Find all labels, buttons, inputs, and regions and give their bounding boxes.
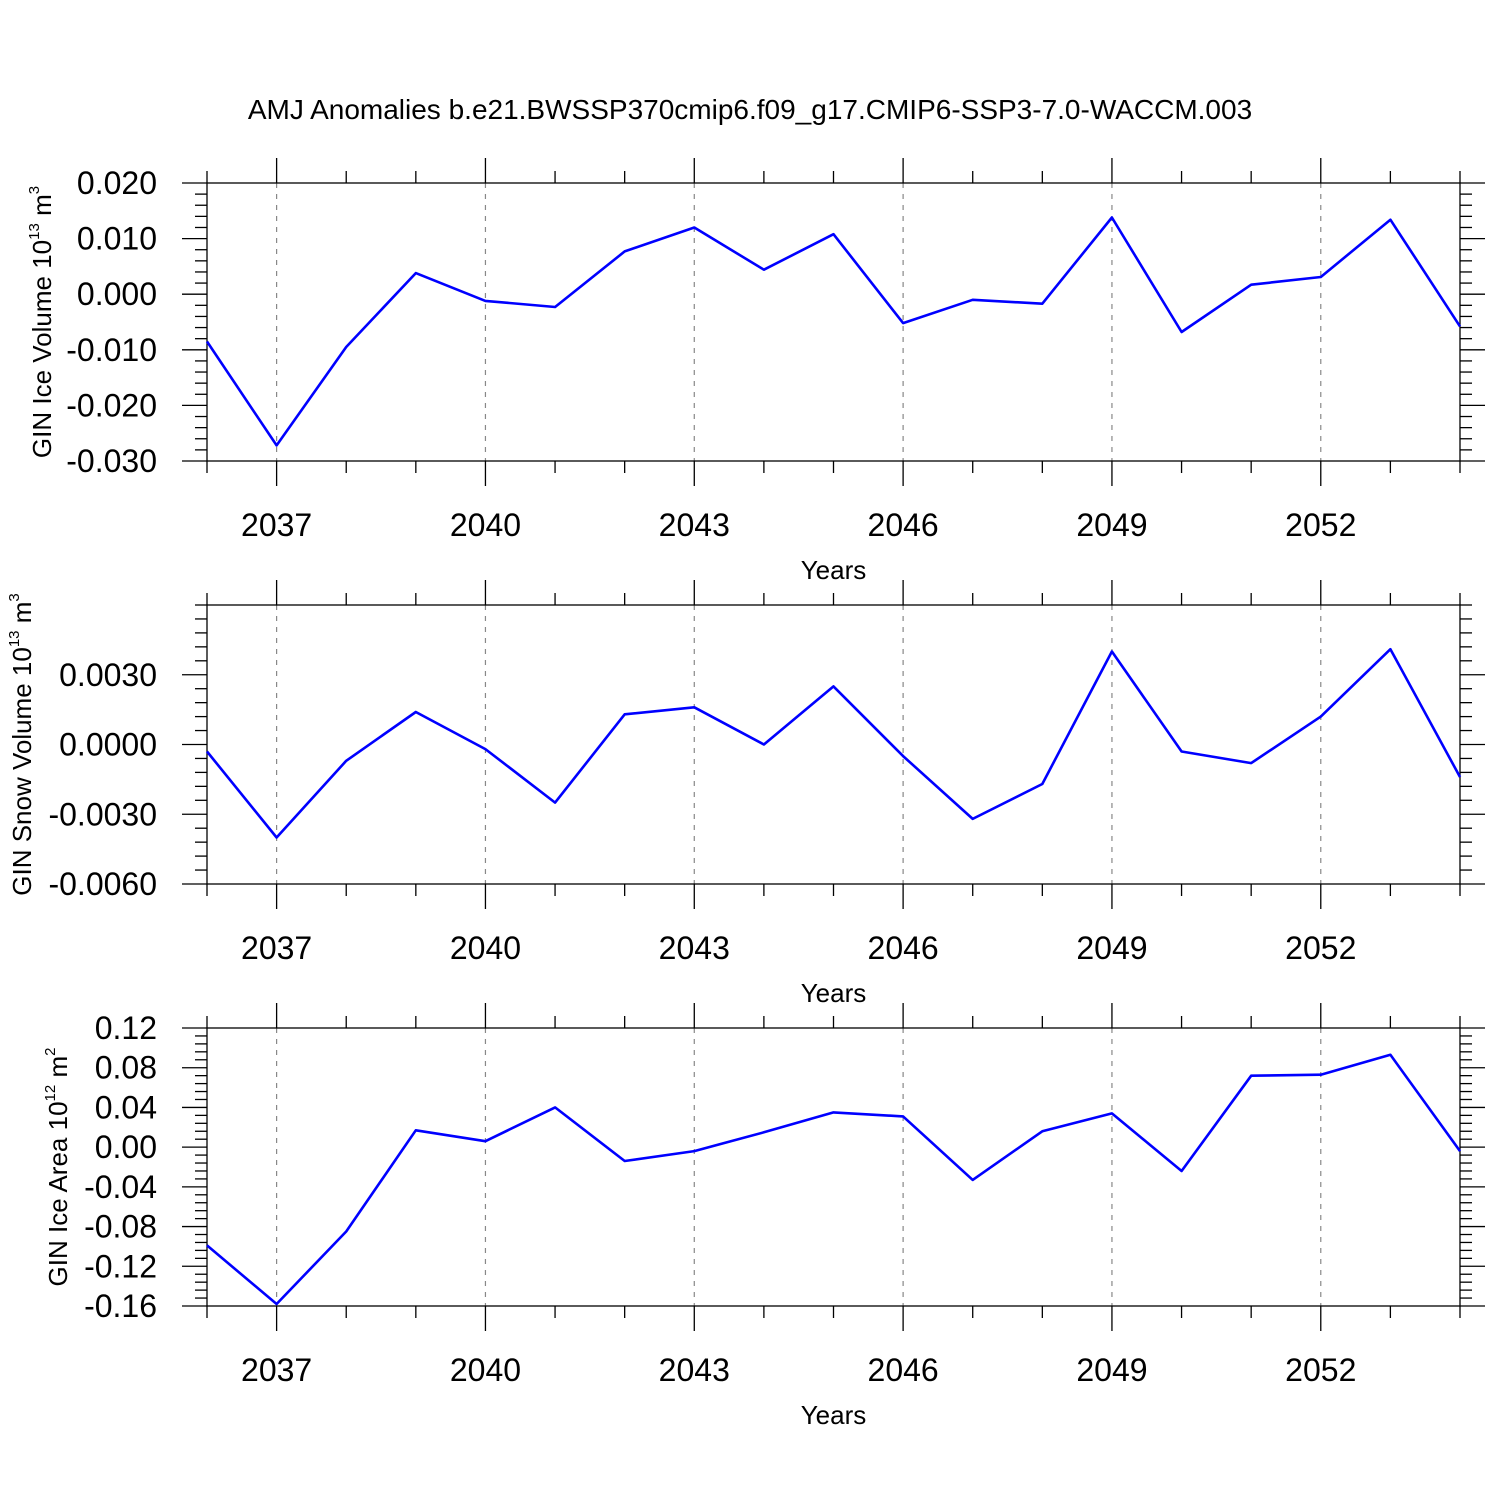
y-tick-label: -0.08	[84, 1209, 157, 1245]
y-tick-label: -0.020	[66, 387, 157, 423]
x-tick-label: 2043	[659, 507, 730, 543]
y-tick-label: 0.04	[95, 1089, 157, 1125]
y-tick-label: 0.0030	[59, 657, 157, 693]
y-axis-label: GIN Snow Volume 1013 m3	[6, 593, 37, 896]
series-line	[205, 647, 1462, 839]
panel-1: -0.030 -0.020 -0.010 0.000 0.010 0.020 2037 204…	[26, 158, 1485, 585]
y-axis-label: GIN Ice Volume 1013 m3	[26, 186, 57, 458]
y-axis-label-main: GIN Snow Volume 10	[7, 647, 37, 896]
series-line	[206, 1053, 1462, 1306]
y-axis-label-unit-exponent: 3	[6, 593, 23, 601]
panels: -0.030 -0.020 -0.010 0.000 0.010 0.020 2037 204…	[6, 158, 1485, 1430]
x-axis-label: Years	[801, 978, 867, 1008]
x-tick-label: 2046	[868, 1352, 939, 1388]
y-axis-label-unit: m	[7, 602, 37, 631]
x-tick-label: 2046	[868, 930, 939, 966]
x-tick-label: 2052	[1285, 930, 1356, 966]
x-axis-label: Years	[801, 1400, 867, 1430]
x-tick-label: 2049	[1076, 507, 1147, 543]
x-tick-label: 2040	[450, 507, 521, 543]
x-tick-label: 2037	[241, 1352, 312, 1388]
y-tick-label: -0.030	[66, 443, 157, 479]
y-tick-label: 0.000	[77, 276, 157, 312]
x-tick-label: 2052	[1285, 1352, 1356, 1388]
y-tick-label: 0.00	[95, 1129, 157, 1165]
x-axis-label: Years	[801, 555, 867, 585]
y-tick-label: 0.020	[77, 165, 157, 201]
y-axis-label: GIN Ice Area 1012 m2	[42, 1048, 73, 1287]
y-tick-label: -0.12	[84, 1248, 157, 1284]
y-axis-label-exponent: 13	[26, 223, 43, 240]
x-tick-label: 2040	[450, 1352, 521, 1388]
panel-2: -0.0060 -0.0030 0.0000 0.0030 2037 2040 2043 20…	[6, 580, 1485, 1008]
y-tick-label: -0.0060	[48, 866, 157, 902]
y-tick-label: -0.010	[66, 332, 157, 368]
y-axis-label-unit-exponent: 3	[26, 186, 43, 194]
y-tick-label: 0.0000	[59, 727, 157, 763]
y-tick-label: -0.16	[84, 1288, 157, 1324]
y-axis-label-main: GIN Ice Area 10	[43, 1101, 73, 1286]
x-tick-label: 2049	[1076, 930, 1147, 966]
y-axis-label-exponent: 12	[42, 1085, 59, 1102]
x-tick-label: 2043	[659, 1352, 730, 1388]
x-tick-label: 2040	[450, 930, 521, 966]
y-axis-label-exponent: 13	[6, 630, 23, 647]
y-tick-label: 0.010	[77, 221, 157, 257]
y-tick-label: -0.04	[84, 1169, 157, 1205]
y-axis-label-unit: m	[43, 1056, 73, 1085]
x-tick-label: 2046	[868, 507, 939, 543]
x-tick-label: 2043	[659, 930, 730, 966]
x-tick-label: 2037	[241, 930, 312, 966]
x-tick-label: 2037	[241, 507, 312, 543]
y-tick-label: 0.08	[95, 1050, 157, 1086]
y-axis-label-unit: m	[27, 194, 57, 223]
y-axis-label-main: GIN Ice Volume 10	[27, 240, 57, 458]
figure-title: AMJ Anomalies b.e21.BWSSP370cmip6.f09_g1…	[248, 94, 1252, 125]
y-axis-label-unit-exponent: 2	[42, 1048, 59, 1056]
panel-3: -0.16 -0.12-0.08 -0.04 0.00 0.040.08 0.12 2037…	[42, 1003, 1485, 1430]
y-tick-label: 0.12	[95, 1010, 157, 1046]
x-tick-label: 2052	[1285, 507, 1356, 543]
x-tick-label: 2049	[1076, 1352, 1147, 1388]
series-line	[205, 216, 1462, 447]
y-tick-label: -0.0030	[48, 796, 157, 832]
